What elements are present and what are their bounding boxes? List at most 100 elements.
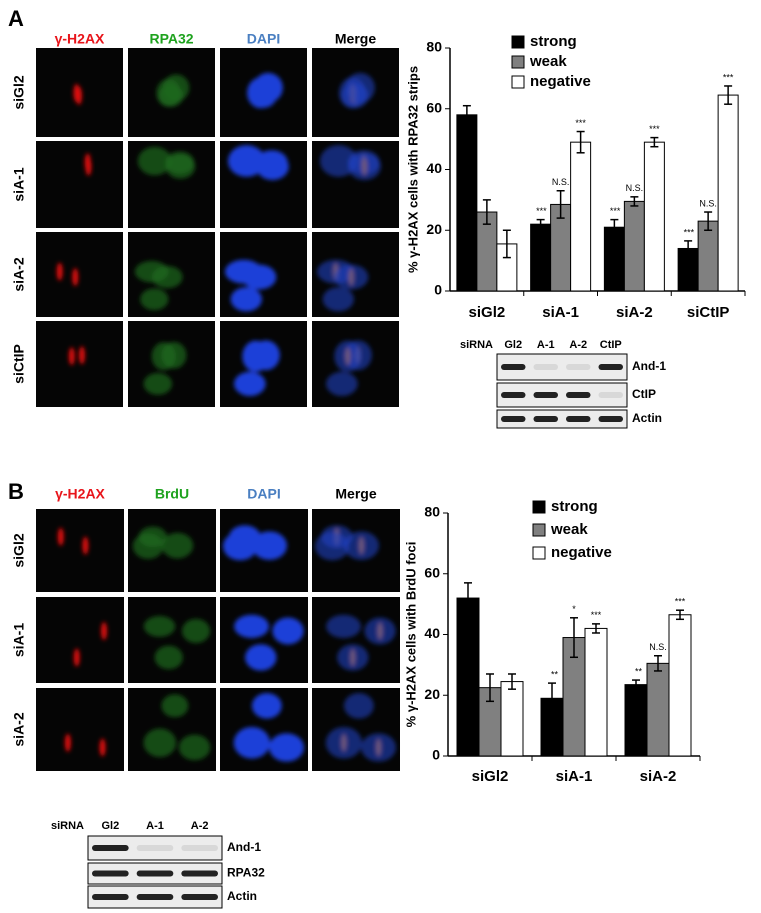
y-tick-label: 60 [424, 564, 440, 580]
microscopy-signal [64, 733, 106, 757]
blot-band-label: And-1 [227, 840, 261, 854]
microscopy-signal [315, 525, 379, 561]
x-tick-label: siA-2 [640, 768, 677, 785]
focus [73, 83, 80, 102]
x-tick-label: siA-1 [542, 304, 579, 321]
image-row-label: siA-1 [11, 167, 27, 201]
image-column-label: RPA32 [149, 31, 193, 47]
bar [623, 200, 645, 292]
nucleus [151, 342, 176, 371]
blot-lane-label: A-1 [146, 820, 164, 832]
significance-label: *** [536, 206, 547, 216]
microscopy-signal [234, 340, 280, 397]
microscopy-image [36, 141, 123, 228]
blot-band [566, 392, 591, 398]
nucleus [269, 733, 305, 762]
error-bar [650, 136, 659, 148]
focus [82, 536, 89, 555]
blot-strip [496, 409, 628, 429]
error-bar [610, 218, 619, 236]
microscopy-signal [319, 145, 381, 181]
nucleus [334, 264, 369, 290]
legend-label: strong [551, 498, 598, 515]
bar [646, 662, 670, 757]
nucleus [242, 340, 270, 372]
nucleus [227, 145, 266, 177]
blot-band [533, 416, 558, 422]
microscopy-signal [227, 145, 289, 181]
legend-label: strong [530, 33, 577, 50]
x-tick-label: siCtIP [687, 304, 730, 321]
image-column-label: Merge [335, 31, 376, 47]
blot-lane-label: Gl2 [101, 820, 119, 832]
nucleus [140, 288, 169, 311]
nucleus [161, 694, 189, 718]
blot-band [598, 392, 623, 398]
nucleus [251, 693, 282, 719]
error-bar [548, 682, 556, 715]
significance-label: *** [591, 610, 602, 620]
blot-band [533, 392, 558, 398]
focus [72, 268, 79, 287]
significance-label: ** [635, 666, 643, 676]
nucleus [143, 615, 176, 637]
error-bar [632, 679, 640, 690]
image-column-label: γ-H2AX [55, 486, 105, 502]
microscopy-signal [68, 346, 85, 366]
bar [643, 141, 665, 292]
microscopy-signal [57, 527, 89, 555]
significance-label: N.S. [649, 642, 667, 652]
blot-band [566, 364, 591, 370]
y-axis-label: % γ-H2AX cells with RPA32 strips [405, 66, 420, 273]
focus [57, 527, 64, 546]
significance-label: * [572, 604, 576, 614]
microscopy-signal [325, 693, 397, 762]
nucleus [178, 734, 211, 761]
nucleus [325, 726, 363, 759]
blot-band [533, 364, 558, 370]
nucleus [364, 617, 396, 645]
nucleus [361, 733, 397, 762]
legend-swatch [532, 546, 546, 560]
blot-band [92, 845, 129, 851]
error-bar [486, 673, 494, 703]
microscopy-signal [73, 83, 82, 105]
bar [500, 681, 524, 757]
microscopy-signal [156, 74, 190, 107]
legend-swatch [532, 500, 546, 514]
panel-label: B [8, 479, 24, 504]
microscopy-signal [137, 146, 196, 179]
error-bar [464, 582, 472, 614]
error-bar [676, 609, 684, 621]
blot-lane-label: CtIP [600, 339, 622, 351]
nucleus [251, 531, 287, 560]
y-tick-label: 40 [426, 160, 442, 176]
nucleus [326, 614, 362, 639]
significance-label: *** [575, 118, 586, 128]
significance-label: *** [723, 72, 734, 82]
nucleus [242, 264, 277, 290]
nucleus [234, 371, 266, 397]
image-column-label: DAPI [247, 31, 280, 47]
x-tick-label: siGl2 [472, 768, 509, 785]
y-tick-label: 0 [432, 747, 440, 763]
microscopy-signal [143, 615, 211, 670]
error-bar [704, 211, 713, 231]
bar [697, 220, 719, 292]
legend-swatch [511, 35, 525, 49]
nucleus [315, 531, 350, 561]
blot-band [181, 845, 218, 851]
blot-lane-label: Gl2 [504, 339, 522, 351]
blot-lane-label: A-2 [191, 820, 209, 832]
microscopy-signal [326, 340, 372, 397]
bar [570, 141, 592, 292]
microscopy-signal [224, 259, 277, 312]
bar [603, 226, 625, 292]
blot-lane-label: siRNA [460, 339, 493, 351]
nucleus [181, 618, 211, 644]
microscopy-signal [223, 525, 287, 561]
blot-band [501, 416, 526, 422]
legend-swatch [511, 55, 525, 69]
image-column-label: γ-H2AX [55, 31, 105, 47]
